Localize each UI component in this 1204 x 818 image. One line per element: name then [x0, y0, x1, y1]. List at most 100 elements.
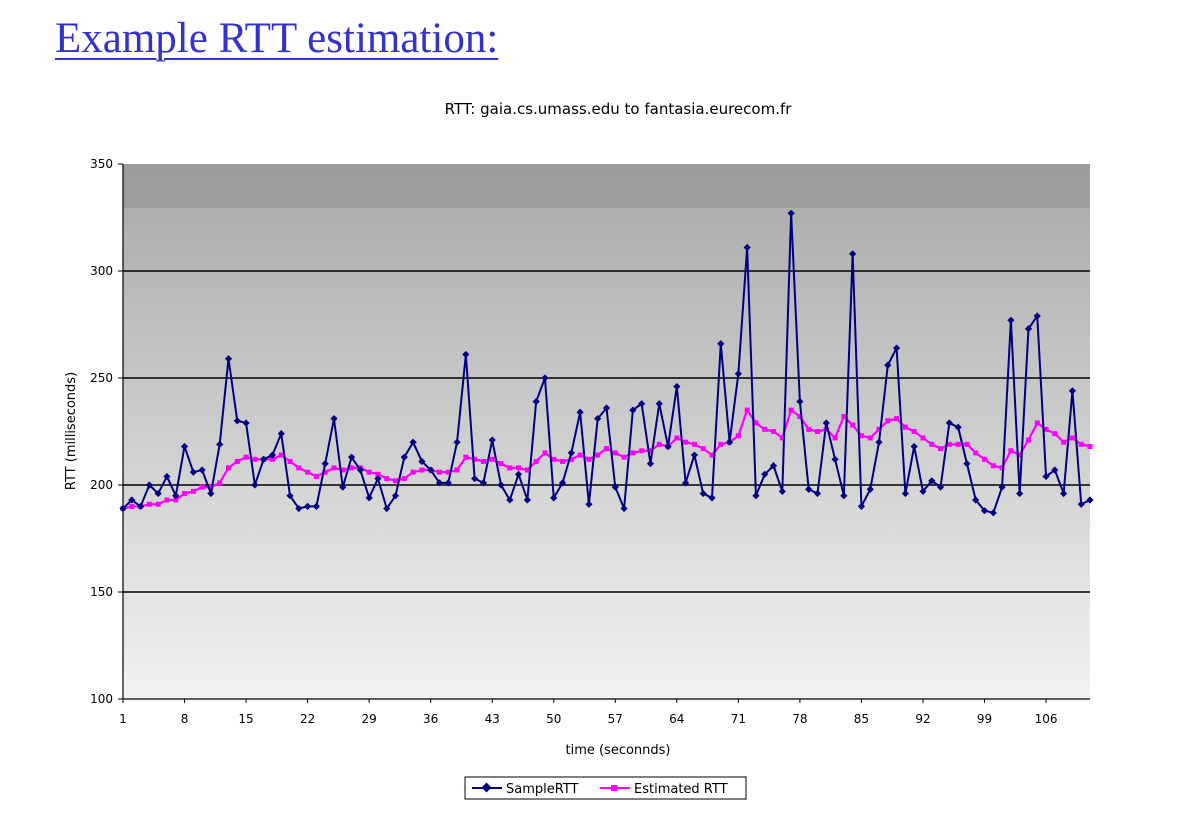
point-samplertt — [893, 344, 901, 352]
point-estimated-rtt — [647, 448, 653, 454]
point-samplertt — [840, 492, 848, 500]
point-estimated-rtt — [551, 456, 557, 462]
point-estimated-rtt — [1025, 437, 1031, 443]
point-samplertt — [1033, 312, 1041, 320]
point-samplertt — [928, 477, 936, 485]
point-samplertt — [558, 479, 567, 487]
point-estimated-rtt — [674, 435, 680, 441]
point-samplertt — [910, 442, 918, 451]
point-samplertt — [242, 419, 250, 427]
y-tick-label: 150 — [90, 585, 113, 599]
point-estimated-rtt — [129, 503, 135, 509]
point-samplertt — [330, 415, 338, 423]
point-estimated-rtt — [850, 422, 856, 428]
point-estimated-rtt — [208, 484, 214, 490]
point-estimated-rtt — [173, 497, 179, 503]
point-estimated-rtt — [410, 469, 416, 475]
point-samplertt — [312, 502, 320, 510]
point-estimated-rtt — [313, 473, 319, 479]
x-tick-label: 1 — [119, 712, 127, 726]
point-estimated-rtt — [480, 458, 486, 464]
point-samplertt — [954, 423, 962, 431]
point-samplertt — [682, 479, 690, 487]
point-samplertt — [128, 496, 136, 504]
x-tick-label: 64 — [669, 712, 684, 726]
point-estimated-rtt — [911, 429, 917, 434]
y-tick-label: 300 — [90, 264, 113, 278]
point-estimated-rtt — [832, 435, 838, 441]
point-samplertt — [356, 466, 364, 474]
point-samplertt — [339, 483, 347, 491]
point-samplertt — [488, 436, 496, 444]
point-samplertt — [479, 479, 488, 487]
point-estimated-rtt — [779, 435, 785, 441]
point-samplertt — [761, 470, 769, 478]
point-samplertt — [295, 504, 303, 513]
point-samplertt — [224, 355, 233, 363]
y-tick-label: 350 — [90, 157, 113, 171]
point-estimated-rtt — [146, 501, 152, 507]
point-estimated-rtt — [340, 467, 346, 473]
x-tick-label: 29 — [362, 712, 377, 726]
point-samplertt — [576, 408, 584, 416]
point-estimated-rtt — [1017, 452, 1023, 458]
point-samplertt — [347, 453, 356, 461]
point-estimated-rtt — [586, 456, 592, 462]
point-estimated-rtt — [489, 456, 495, 462]
point-samplertt — [620, 504, 628, 513]
point-samplertt — [796, 397, 804, 406]
point-samplertt — [251, 481, 259, 489]
point-estimated-rtt — [938, 446, 944, 452]
point-samplertt — [866, 485, 874, 493]
legend: SampleRTT Estimated RTT — [464, 776, 747, 800]
point-estimated-rtt — [1061, 439, 1067, 445]
chart-title: RTT: gaia.cs.umass.edu to fantasia.eurec… — [445, 100, 793, 118]
point-estimated-rtt — [788, 407, 794, 413]
point-samplertt — [822, 419, 830, 427]
axes — [118, 163, 1090, 703]
point-samplertt — [787, 209, 795, 217]
point-estimated-rtt — [920, 435, 926, 441]
point-samplertt — [541, 374, 549, 382]
legend-label-samplertt: SampleRTT — [506, 782, 579, 797]
point-samplertt — [980, 507, 989, 515]
series-samplertt — [119, 209, 1094, 517]
point-samplertt — [629, 406, 637, 414]
point-estimated-rtt — [876, 426, 882, 432]
point-estimated-rtt — [296, 465, 302, 471]
point-samplertt — [673, 382, 681, 391]
point-estimated-rtt — [946, 441, 952, 447]
point-samplertt — [646, 460, 655, 468]
point-samplertt — [216, 440, 224, 448]
point-estimated-rtt — [243, 454, 249, 460]
point-samplertt — [286, 492, 294, 500]
point-samplertt — [972, 496, 980, 504]
y-tick-label: 250 — [90, 371, 113, 385]
point-estimated-rtt — [375, 471, 381, 477]
plot-top-band — [123, 164, 1090, 208]
point-samplertt — [523, 496, 531, 504]
point-samplertt — [699, 489, 707, 498]
point-samplertt — [813, 489, 822, 498]
legend-marker-estimated-rtt — [611, 785, 617, 791]
x-tick-label: 57 — [608, 712, 623, 726]
point-estimated-rtt — [595, 452, 601, 458]
y-tick-label: 200 — [90, 478, 113, 492]
point-estimated-rtt — [1034, 420, 1040, 426]
point-samplertt — [172, 492, 180, 500]
point-estimated-rtt — [999, 465, 1005, 471]
point-samplertt — [163, 472, 171, 481]
point-samplertt — [514, 470, 523, 478]
point-samplertt — [1068, 387, 1077, 395]
x-tick-label: 50 — [546, 712, 561, 726]
legend-marker-samplertt — [481, 782, 492, 793]
point-estimated-rtt — [225, 465, 231, 471]
point-samplertt — [725, 438, 734, 446]
point-samplertt — [919, 487, 927, 496]
point-estimated-rtt — [902, 424, 908, 430]
point-estimated-rtt — [463, 454, 469, 460]
x-tick-label: 8 — [181, 712, 189, 726]
point-samplertt — [497, 481, 505, 489]
point-estimated-rtt — [1043, 426, 1049, 432]
point-estimated-rtt — [982, 456, 988, 462]
